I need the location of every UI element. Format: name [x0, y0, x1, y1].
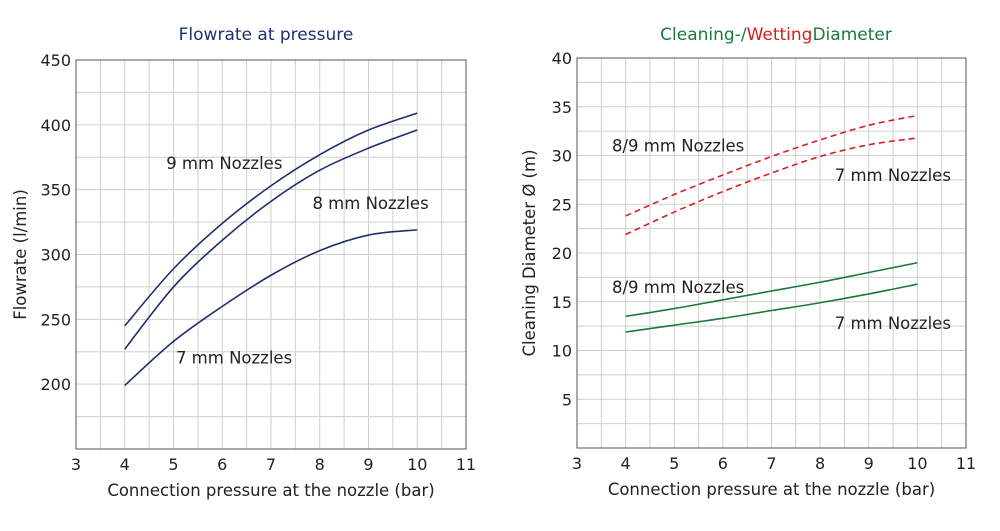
series-line-3 — [625, 283, 918, 333]
chart-title: Cleaning-/WettingDiameter — [660, 25, 892, 45]
x-tick-label: 11 — [456, 455, 476, 474]
x-tick-label: 7 — [266, 455, 276, 474]
x-tick-label: 9 — [864, 454, 874, 473]
curve-label-2: 8/9 mm Nozzles — [612, 278, 744, 297]
chart-title-part-1: Wetting — [747, 25, 813, 45]
chart-title: Flowrate at pressure — [179, 25, 354, 45]
y-tick-label: 450 — [40, 51, 71, 70]
x-tick-label: 4 — [120, 455, 130, 474]
cleaning-diameter-chart: 3 4 5 6 7 8 9 10 11 5 10 15 20 25 30 35 40 Connection pre… — [520, 25, 976, 499]
x-tick-label: 5 — [669, 454, 679, 473]
x-tick-label: 5 — [168, 455, 178, 474]
chart-title-part-0: Cleaning-/ — [660, 25, 747, 45]
series-line-2 — [124, 229, 418, 387]
y-axis-label: Flowrate (l/min) — [11, 189, 30, 320]
chart-title-part-2: Diameter — [812, 25, 891, 45]
y-tick-label: 400 — [40, 116, 71, 135]
y-tick-label: 40 — [552, 49, 572, 68]
y-tick-label: 20 — [552, 244, 572, 263]
x-tick-label: 6 — [718, 454, 728, 473]
x-tick-label: 10 — [907, 454, 927, 473]
x-tick-label: 9 — [363, 455, 373, 474]
x-tick-label: 3 — [572, 454, 582, 473]
curve-label-0: 8/9 mm Nozzles — [612, 137, 744, 156]
series-line-2 — [625, 261, 918, 318]
x-axis-label: Connection pressure at the nozzle (bar) — [608, 480, 935, 499]
y-tick-label: 250 — [40, 310, 71, 329]
y-tick-label: 15 — [552, 293, 572, 312]
curve-label-2: 7 mm Nozzles — [176, 348, 292, 367]
x-tick-label: 8 — [815, 454, 825, 473]
plot-frame — [75, 59, 467, 450]
x-tick-label: 4 — [621, 454, 631, 473]
curve-label-3: 7 mm Nozzles — [835, 314, 951, 333]
plot-frame — [576, 57, 967, 449]
y-tick-label: 300 — [40, 246, 71, 265]
flowrate-chart: 3 4 5 6 7 8 9 10 11 200 250 300 350 400 450 Connection … — [11, 25, 476, 500]
curve-label-1: 7 mm Nozzles — [835, 166, 951, 185]
y-tick-label: 10 — [552, 342, 572, 361]
x-tick-label: 11 — [956, 454, 976, 473]
y-axis-label: Cleaning Diameter Ø (m) — [520, 149, 539, 356]
x-axis-label: Connection pressure at the nozzle (bar) — [107, 481, 434, 500]
y-tick-label: 25 — [552, 195, 572, 214]
y-tick-label: 350 — [40, 181, 71, 200]
y-tick-label: 200 — [40, 375, 71, 394]
y-tick-label: 35 — [552, 98, 572, 117]
curve-label-0: 9 mm Nozzles — [166, 154, 282, 173]
series-line-1 — [625, 137, 918, 236]
curve-label-1: 8 mm Nozzles — [312, 194, 428, 213]
x-tick-label: 7 — [766, 454, 776, 473]
y-tick-label: 5 — [562, 390, 572, 409]
x-tick-label: 10 — [407, 455, 427, 474]
series-line-1 — [124, 129, 418, 350]
x-tick-label: 8 — [315, 455, 325, 474]
x-tick-label: 6 — [217, 455, 227, 474]
series-line-0 — [625, 114, 918, 217]
x-tick-label: 3 — [71, 455, 81, 474]
series-line-0 — [124, 112, 418, 327]
grid — [75, 59, 467, 450]
y-tick-label: 30 — [552, 147, 572, 166]
